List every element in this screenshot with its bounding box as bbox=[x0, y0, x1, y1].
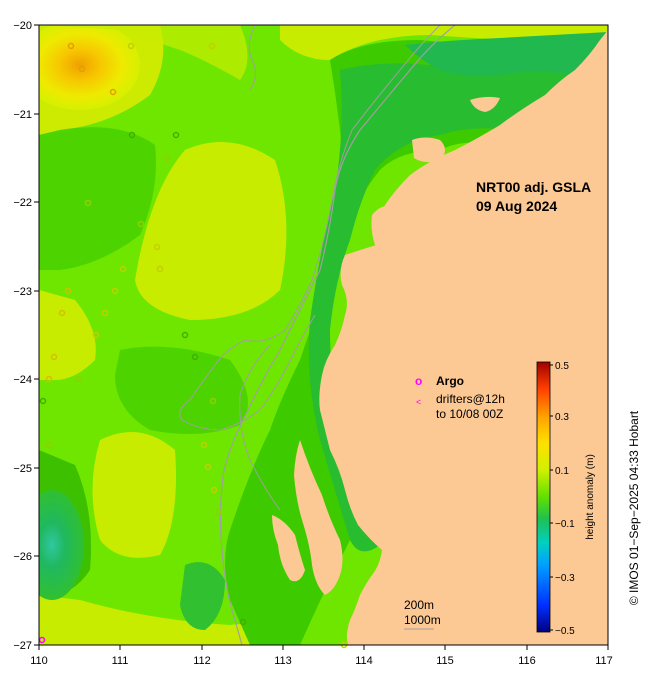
drifter-legend-label: drifters@12h bbox=[436, 392, 505, 406]
plot-frame bbox=[38, 24, 609, 646]
anomaly-north-edge bbox=[280, 25, 608, 60]
x-tick-label: 114 bbox=[355, 655, 373, 667]
colorbar-gradient bbox=[536, 361, 551, 633]
argo-float-marker bbox=[204, 463, 212, 471]
argo-float-marker bbox=[210, 486, 218, 494]
anomaly-south-center bbox=[92, 432, 176, 558]
argo-float-marker bbox=[200, 441, 208, 449]
anomaly-south-edge bbox=[39, 595, 300, 645]
argo-float-marker bbox=[153, 243, 161, 251]
colorbar: 0.5 0.3 0.1 −0.1 −0.3 −0.5 height anomal… bbox=[536, 361, 596, 637]
y-tick-label: −22 bbox=[13, 197, 32, 209]
argo-float-marker bbox=[163, 154, 171, 162]
contour-1000m bbox=[219, 25, 456, 645]
argo-float-marker bbox=[92, 331, 100, 339]
contour-label-1000m: 1000m bbox=[404, 613, 441, 627]
y-tick-label: −24 bbox=[13, 374, 32, 386]
colorbar-tick-label: 0.1 bbox=[555, 466, 569, 477]
contour-200m bbox=[179, 25, 441, 431]
colorbar-tick-label: 0.5 bbox=[555, 361, 569, 372]
land-island-south bbox=[272, 515, 305, 582]
map-date: 09 Aug 2024 bbox=[476, 198, 557, 214]
x-axis: 110 111 112 113 114 115 116 117 bbox=[30, 645, 613, 667]
argo-float-marker bbox=[67, 42, 75, 50]
argo-float-marker bbox=[84, 199, 92, 207]
colorbar-title: height anomaly (m) bbox=[585, 454, 596, 540]
y-tick-label: −26 bbox=[13, 551, 32, 563]
argo-float-marker bbox=[45, 375, 53, 383]
anomaly-center-low bbox=[115, 346, 248, 434]
x-tick-label: 111 bbox=[112, 655, 129, 667]
anomaly-west-high bbox=[39, 290, 96, 380]
colorbar-tick-label: −0.1 bbox=[555, 519, 575, 530]
argo-float-marker bbox=[128, 131, 136, 139]
credit-text: © IMOS 01−Sep−2025 04:33 Hobart bbox=[627, 410, 641, 605]
x-tick-label: 115 bbox=[436, 655, 454, 667]
x-tick-label: 113 bbox=[274, 655, 292, 667]
y-tick-label: −27 bbox=[13, 640, 32, 652]
argo-float-marker bbox=[74, 375, 82, 383]
argo-legend-symbol: o bbox=[415, 374, 422, 388]
y-tick-label: −21 bbox=[13, 109, 32, 121]
argo-float-marker bbox=[208, 42, 216, 50]
anomaly-trough-south-west bbox=[39, 490, 84, 600]
x-tick-label: 112 bbox=[193, 655, 211, 667]
colorbar-tick-label: −0.5 bbox=[555, 626, 575, 637]
argo-float-marker bbox=[78, 65, 86, 73]
argo-float-marker bbox=[137, 220, 145, 228]
argo-float-marker bbox=[50, 353, 58, 361]
contour-label-200m: 200m bbox=[404, 598, 434, 612]
colorbar-tick-label: −0.3 bbox=[555, 573, 575, 584]
argo-float-marker bbox=[39, 397, 47, 405]
land-cape-north bbox=[371, 205, 396, 247]
argo-float-marker bbox=[127, 42, 135, 50]
argo-float-marker bbox=[45, 441, 53, 449]
y-tick-label: −20 bbox=[13, 20, 32, 32]
argo-float-marker bbox=[109, 88, 117, 96]
colorbar-tick-label: 0.3 bbox=[555, 412, 569, 423]
argo-float-marker bbox=[181, 331, 189, 339]
x-tick-label: 116 bbox=[518, 655, 536, 667]
argo-legend-label: Argo bbox=[436, 374, 464, 388]
x-tick-label: 117 bbox=[595, 655, 613, 667]
argo-float-marker bbox=[172, 131, 180, 139]
argo-float-marker bbox=[191, 353, 199, 361]
argo-float-marker bbox=[111, 287, 119, 295]
coastal-band-north bbox=[405, 32, 608, 80]
land-cape-northeast bbox=[412, 137, 445, 163]
map-plot-area bbox=[39, 25, 608, 645]
anomaly-west-mid bbox=[39, 127, 156, 271]
map-title: NRT00 adj. GSLA bbox=[476, 179, 591, 195]
x-tick-label: 110 bbox=[30, 655, 48, 667]
observation-markers bbox=[38, 42, 348, 649]
argo-float-marker bbox=[239, 618, 247, 626]
anomaly-peak-north-west bbox=[39, 25, 140, 110]
land-australia bbox=[319, 30, 608, 645]
land-peninsula bbox=[294, 440, 343, 595]
argo-float-marker bbox=[119, 265, 127, 273]
argo-float-marker bbox=[101, 309, 109, 317]
observation-legend: o Argo < drifters@12h to 10/08 00Z bbox=[415, 374, 505, 421]
land-inlet bbox=[470, 96, 500, 112]
drifter-legend-symbol: < bbox=[416, 397, 421, 407]
y-tick-label: −23 bbox=[13, 286, 32, 298]
anomaly-center-high bbox=[135, 142, 287, 320]
argo-float-marker bbox=[214, 508, 222, 516]
argo-float-marker bbox=[209, 397, 217, 405]
y-axis: −20 −21 −22 −23 −24 −25 −26 −27 bbox=[13, 20, 39, 652]
anomaly-south-trough bbox=[180, 562, 225, 630]
contour-legend: 200m 1000m bbox=[404, 598, 441, 630]
argo-float-marker bbox=[58, 309, 66, 317]
argo-float-marker bbox=[64, 287, 72, 295]
y-tick-label: −25 bbox=[13, 463, 32, 475]
argo-float-marker bbox=[156, 265, 164, 273]
drifter-legend-time: to 10/08 00Z bbox=[436, 407, 503, 421]
